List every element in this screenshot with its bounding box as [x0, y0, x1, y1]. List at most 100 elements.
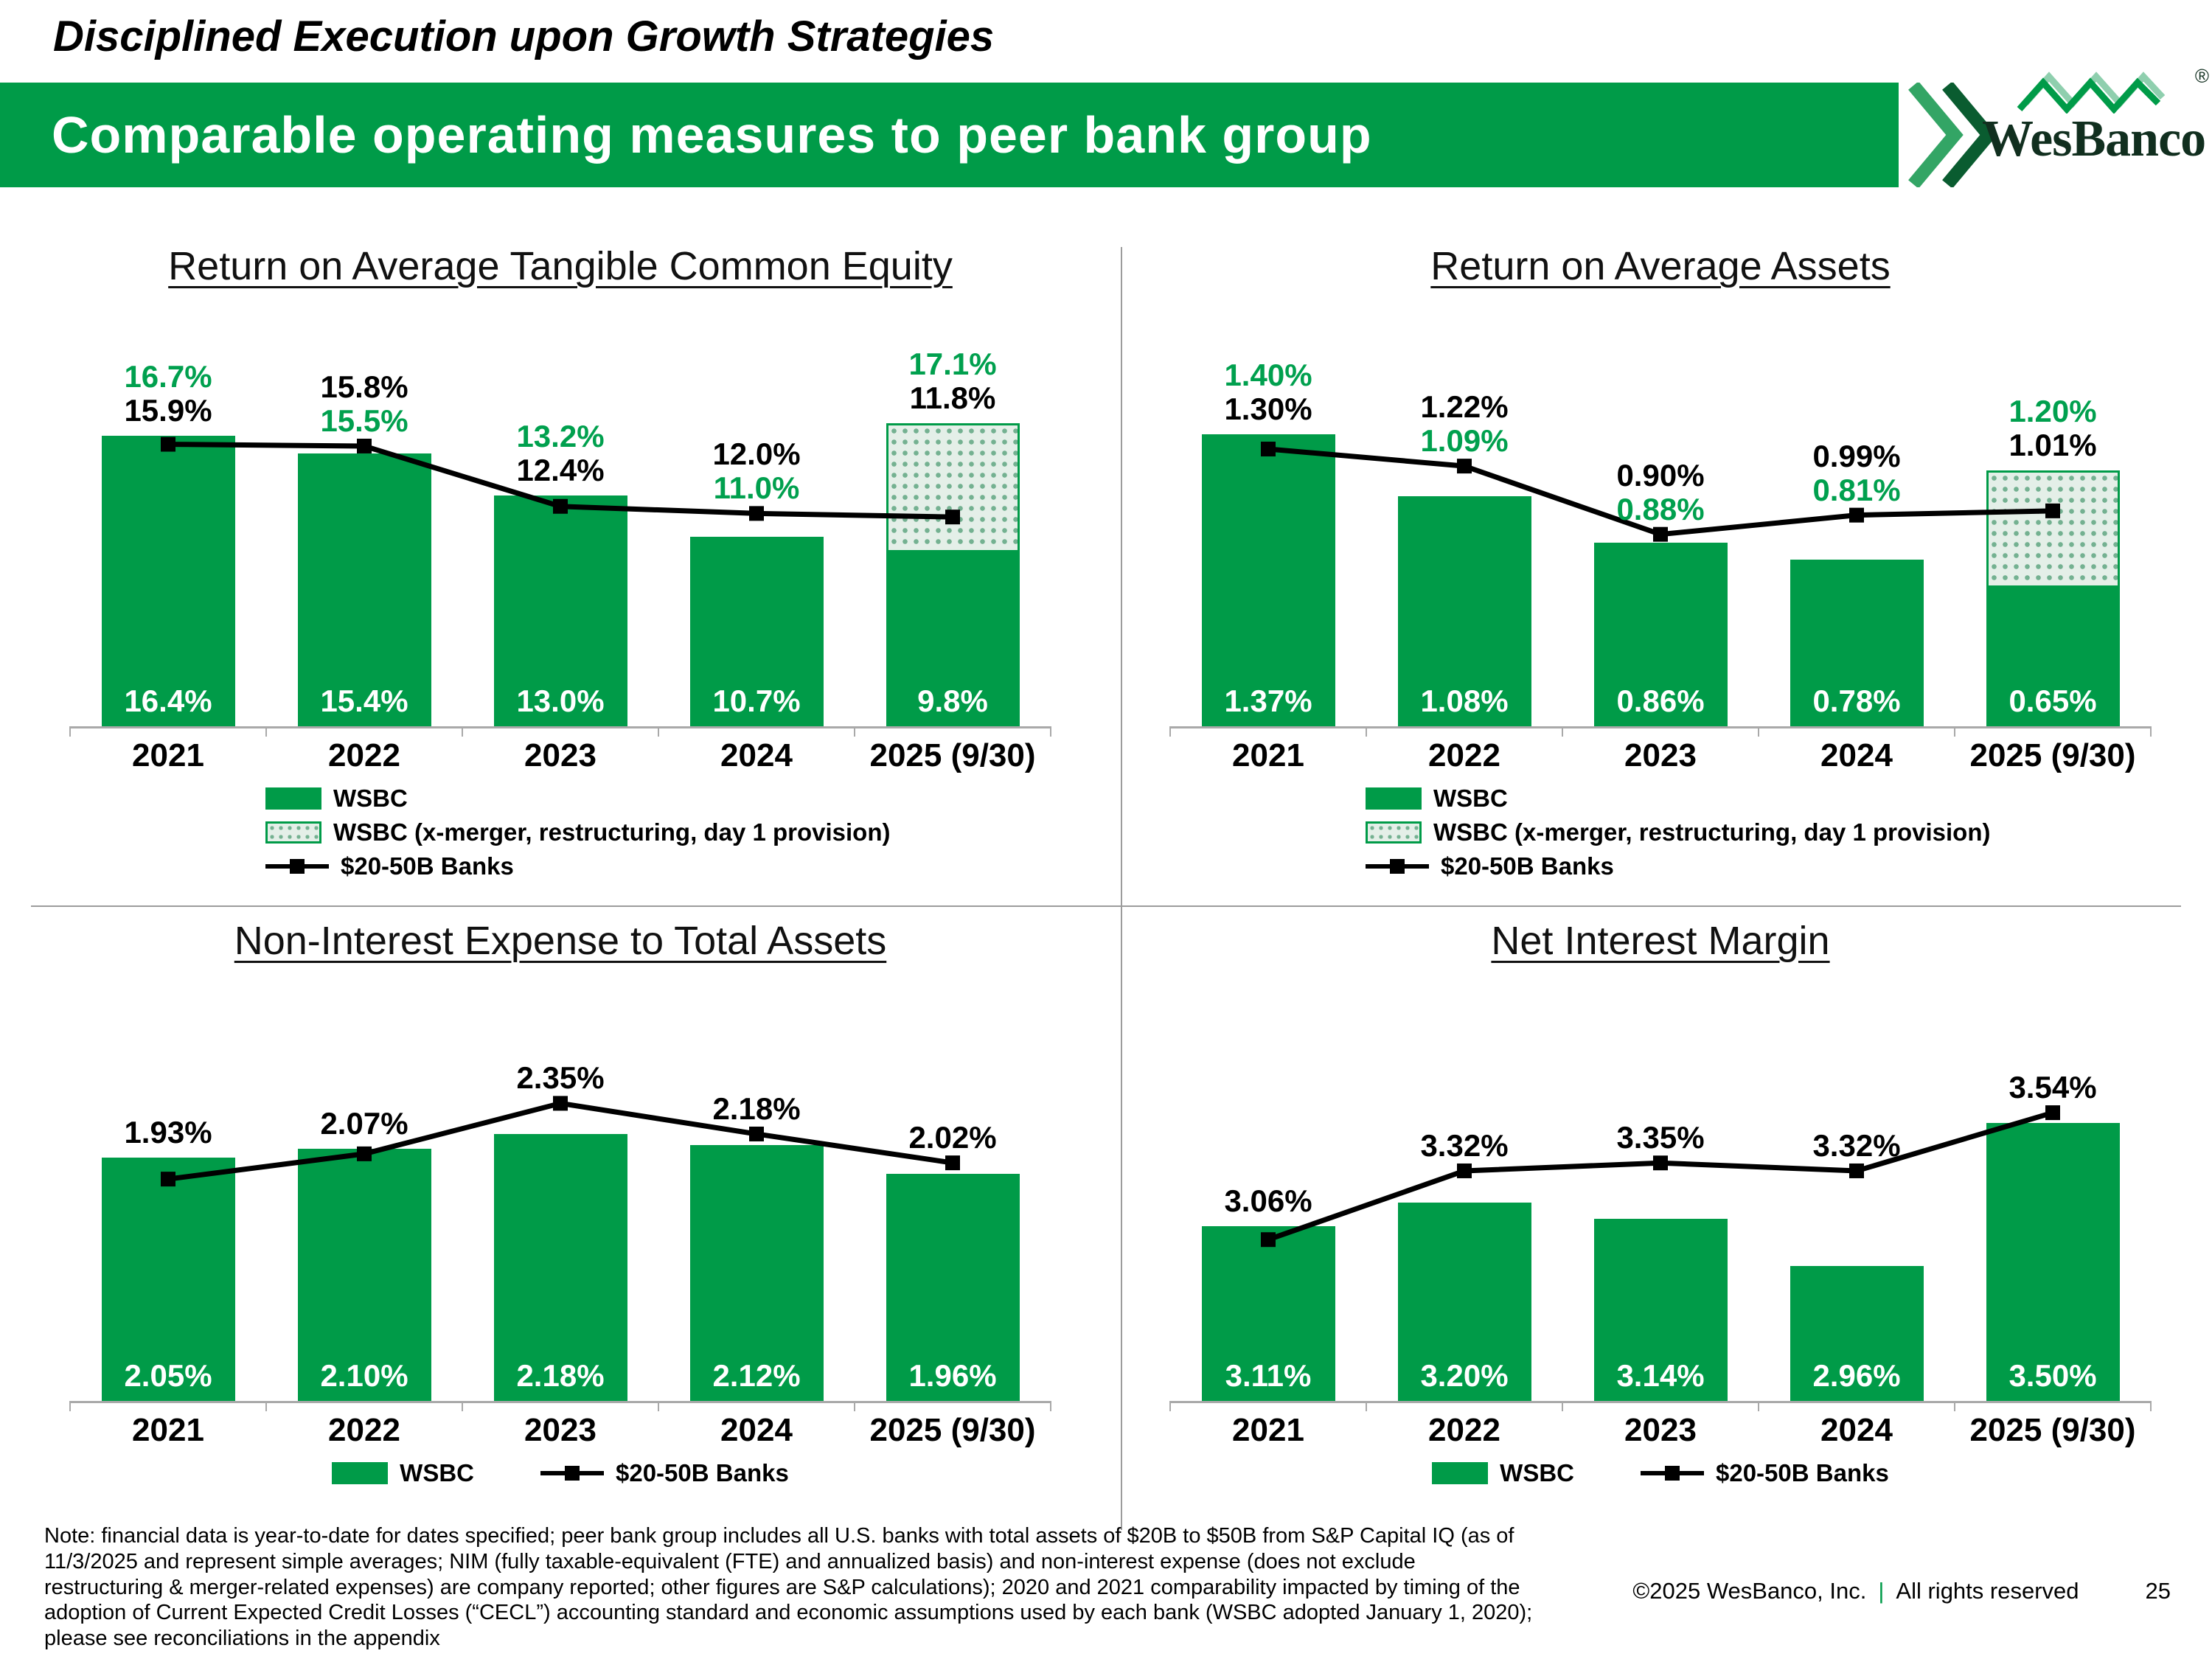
peer-value-label: 15.9% [124, 392, 212, 428]
wsbc-value-label: 15.4% [320, 684, 408, 718]
wsbc-bar [1201, 1226, 1335, 1401]
chart-title: Return on Average Tangible Common Equity [168, 244, 953, 288]
axis-tick [69, 726, 71, 737]
legend-item: WSBC (x-merger, restructuring, day 1 pro… [265, 818, 1077, 846]
adjusted-value-label: 13.2% [516, 419, 605, 454]
line-marker [357, 438, 372, 453]
peer-value-label: 1.01% [2008, 427, 2097, 462]
chart-legend: WSBC WSBC (x-merger, restructuring, day 1… [1366, 785, 2177, 880]
chart-noninterest-expense: Non-Interest Expense to Total Assets 2.0… [44, 918, 1077, 1487]
legend-label: WSBC [1500, 1459, 1574, 1486]
wsbc-value-label: 10.7% [712, 684, 801, 718]
category-label: 2022 [1428, 1412, 1500, 1448]
adjusted-value-label: 11.0% [713, 470, 800, 506]
line-marker [553, 1096, 568, 1111]
category-label: 2023 [524, 737, 597, 773]
chart-legend: WSBC $20-50B Banks [44, 1459, 1077, 1487]
footer-separator: | [1878, 1578, 1885, 1604]
wsbc-bar [101, 435, 235, 726]
legend-label: WSBC (x-merger, restructuring, day 1 pro… [333, 818, 891, 846]
wsbc-adjusted-bar [1986, 470, 2120, 588]
wsbc-bar [886, 1173, 1020, 1401]
legend-swatch-peer-line [1366, 855, 1429, 877]
adjusted-value-label: 0.88% [1616, 491, 1705, 526]
line-marker [749, 506, 764, 521]
wsbc-value-label: 3.11% [1225, 1358, 1312, 1393]
wsbc-bar [689, 536, 824, 726]
line-marker [1849, 1163, 1864, 1178]
line-marker [1653, 1155, 1668, 1171]
line-marker [553, 498, 568, 514]
axis-tick [1758, 726, 1759, 737]
peer-value-label: 3.35% [1616, 1120, 1705, 1155]
chart-title: Non-Interest Expense to Total Assets [234, 919, 887, 963]
legend-line-marker [1665, 1466, 1680, 1481]
axis-tick [265, 726, 267, 737]
line-marker [161, 1172, 175, 1187]
line-marker [1653, 526, 1668, 542]
category-label: 2022 [328, 737, 400, 773]
chart-return-on-tangible-equity: Return on Average Tangible Common Equity… [44, 243, 1077, 880]
category-label: 2025 (9/30) [1969, 737, 2136, 773]
line-marker [2045, 1105, 2060, 1121]
vertical-divider [1121, 247, 1122, 1530]
legend-swatch-peer-line [1641, 1462, 1704, 1484]
horizontal-divider [31, 905, 2181, 907]
adjusted-value-label: 16.7% [124, 358, 212, 394]
category-label: 2024 [720, 737, 793, 773]
peer-value-label: 2.35% [516, 1060, 605, 1096]
wsbc-value-label: 0.86% [1616, 684, 1705, 718]
page-number: 25 [2145, 1578, 2171, 1604]
wsbc-value-label: 2.96% [1812, 1358, 1901, 1393]
wsbc-value-label: 3.50% [2008, 1358, 2097, 1393]
category-label: 2024 [720, 1412, 793, 1448]
wsbc-value-label: 1.08% [1420, 684, 1509, 718]
axis-tick [854, 726, 855, 737]
legend-label: WSBC [333, 785, 408, 812]
axis-tick [1954, 1401, 1955, 1411]
crown-echo [2023, 72, 2166, 108]
axis-tick [2150, 1401, 2152, 1411]
peer-value-label: 0.90% [1616, 457, 1705, 493]
axis-tick [69, 1401, 71, 1411]
wsbc-value-label: 16.4% [124, 684, 212, 718]
legend-item: WSBC [332, 1459, 474, 1487]
legend-item: WSBC [1432, 1459, 1574, 1487]
chevron-light [1908, 83, 1964, 187]
chart-plot: 16.4% 16.7% 15.9% 15.4% 15.8% 15.5% 13.0% 13.2%… [69, 347, 1051, 737]
axis-tick [1954, 726, 1955, 737]
chart-legend: WSBC $20-50B Banks [1144, 1459, 2177, 1487]
peer-value-label: 0.99% [1812, 438, 1901, 473]
peer-banks-line [1261, 441, 2060, 542]
wsbc-bar [101, 1157, 235, 1401]
wsbc-bar [493, 495, 627, 726]
peer-value-label: 1.93% [124, 1114, 212, 1150]
wsbc-bar [1790, 560, 1924, 726]
wsbc-value-label: 0.65% [2008, 684, 2097, 718]
chart-title: Net Interest Margin [1491, 919, 1830, 963]
line-marker [1849, 507, 1864, 523]
legend-label: $20-50B Banks [1716, 1459, 1889, 1486]
wsbc-value-label: 3.14% [1616, 1358, 1705, 1393]
chart-x-axis: 2021 2022 2023 2024 2025 (9/30) [1170, 737, 2151, 774]
legend-item: WSBC [1366, 785, 2177, 813]
category-label: 2025 (9/30) [869, 1412, 1036, 1448]
legend-swatch-wsbc [332, 1462, 389, 1484]
axis-tick [1562, 726, 1563, 737]
peer-value-label: 3.54% [2008, 1070, 2097, 1105]
wsbc-adjusted-bar [886, 422, 1020, 553]
line-marker [1261, 441, 1276, 456]
banner-title: Comparable operating measures to peer ba… [52, 106, 1372, 164]
peer-banks-line [1261, 1105, 2060, 1248]
legend-swatch-wsbc [1432, 1462, 1489, 1484]
axis-tick [1366, 1401, 1367, 1411]
line-marker [2045, 503, 2060, 518]
wsbc-bar [297, 1148, 431, 1401]
axis-tick [265, 1401, 267, 1411]
wsbc-bar [1397, 1203, 1531, 1401]
peer-banks-line [161, 437, 960, 525]
wesbanco-logo: ® WesBanco [1982, 65, 2209, 165]
title-banner: Comparable operating measures to peer ba… [0, 83, 1899, 187]
chart-net-interest-margin: Net Interest Margin 3.11% 3.06% 3.20% 3.32%… [1144, 918, 2177, 1487]
legend-label: $20-50B Banks [341, 852, 514, 880]
